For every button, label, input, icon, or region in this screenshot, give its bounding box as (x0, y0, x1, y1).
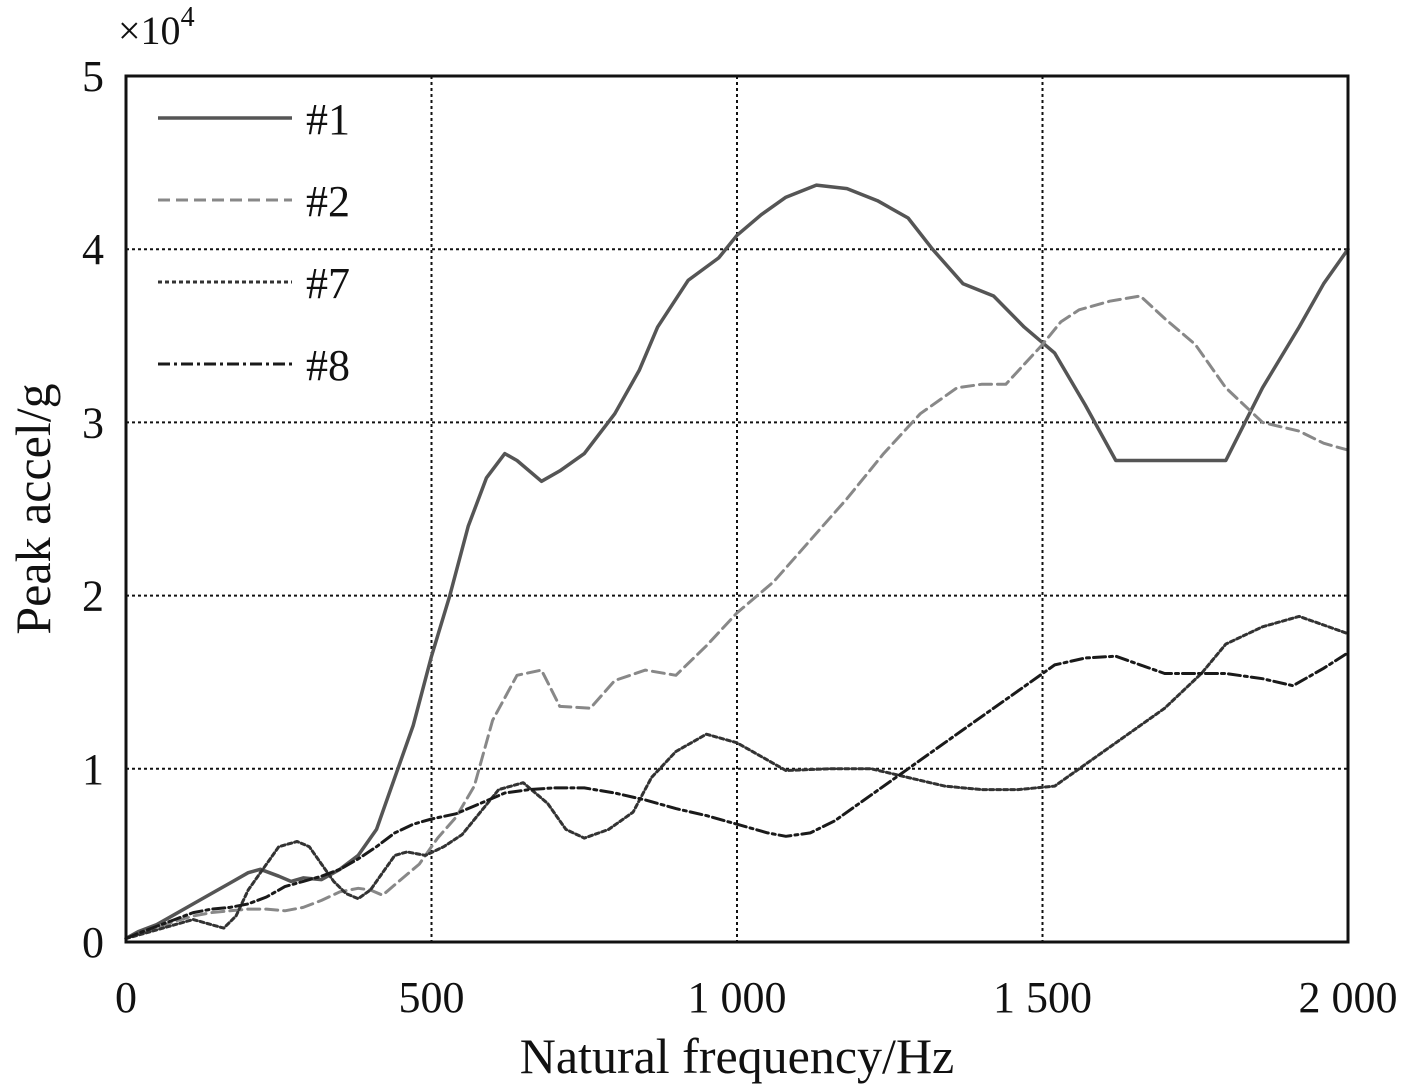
legend-label-8: #8 (306, 341, 350, 390)
y-tick-label: 4 (82, 225, 104, 274)
legend: #1 #2 #7 #8 (158, 95, 350, 390)
y-tick-label: 3 (82, 398, 104, 447)
x-tick-label: 1 500 (993, 973, 1092, 1022)
plot-frame (124, 74, 1350, 944)
series-line-2 (124, 294, 1350, 940)
legend-label-7: #7 (306, 259, 350, 308)
y-tick-label: 2 (82, 572, 104, 621)
y-scale-multiplier: ×104 (118, 2, 195, 53)
y-scale-multiplier-base: ×10 (118, 8, 181, 53)
y-tick-label: 5 (82, 52, 104, 101)
legend-label-1: #1 (306, 95, 350, 144)
series-lines (124, 183, 1350, 941)
legend-label-2: #2 (306, 177, 350, 226)
series-line-1 (124, 183, 1350, 941)
x-tick-label: 500 (399, 973, 465, 1022)
gridlines (126, 76, 1348, 942)
x-tick-label: 2 000 (1299, 973, 1398, 1022)
y-axis-title: Peak accel/g (5, 383, 61, 634)
x-axis-title: Natural frequency/Hz (520, 1028, 955, 1084)
x-tick-label: 1 000 (688, 973, 787, 1022)
series-line-7 (124, 614, 1350, 940)
y-tick-label: 0 (82, 918, 104, 967)
x-axis-ticks: 0 500 1 000 1 500 2 000 (115, 973, 1398, 1022)
y-scale-multiplier-exponent: 4 (181, 2, 195, 33)
series-line-8 (124, 651, 1350, 940)
y-axis-ticks: 0 1 2 3 4 5 (82, 52, 104, 967)
x-tick-label: 0 (115, 973, 137, 1022)
y-tick-label: 1 (82, 745, 104, 794)
